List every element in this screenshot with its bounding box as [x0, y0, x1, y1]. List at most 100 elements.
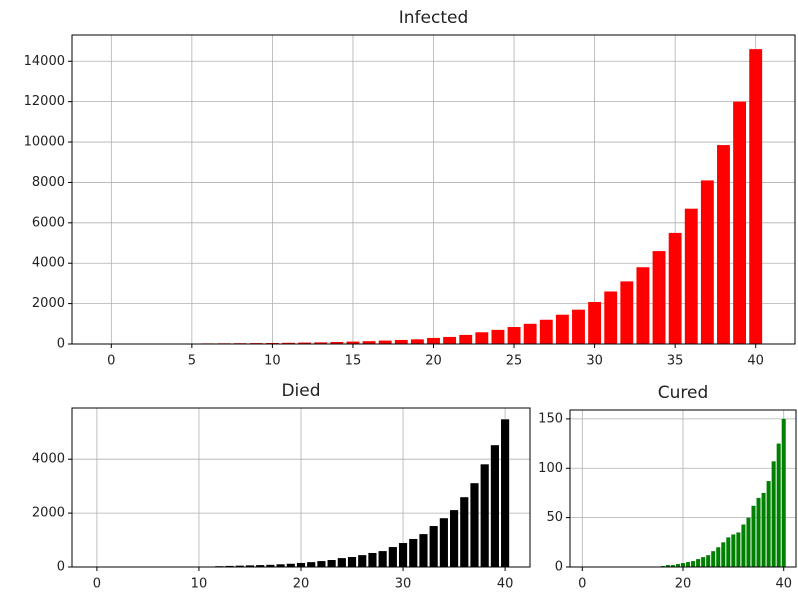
bar — [555, 314, 569, 344]
bar — [282, 342, 295, 344]
bar — [572, 309, 585, 344]
y-tick-label: 2000 — [32, 506, 65, 521]
y-tick-label: 12000 — [24, 94, 65, 109]
bar — [741, 524, 746, 567]
bar — [490, 445, 499, 567]
bar — [670, 565, 675, 567]
x-tick-label: 30 — [586, 354, 603, 369]
bar — [691, 561, 696, 567]
bar — [388, 547, 397, 567]
bar — [771, 461, 776, 567]
x-tick-label: 0 — [578, 577, 586, 592]
axes-frame — [71, 407, 531, 568]
bar — [276, 564, 285, 567]
bar — [726, 537, 731, 567]
bar — [749, 49, 763, 344]
bar — [256, 565, 265, 567]
bar — [298, 342, 312, 344]
bar — [523, 323, 537, 344]
x-tick-label: 40 — [775, 577, 792, 592]
bar — [368, 552, 377, 567]
bar — [665, 565, 670, 567]
y-tick-label: 150 — [538, 411, 563, 426]
y-tick-label: 100 — [538, 461, 563, 476]
bar — [398, 543, 408, 567]
bar — [480, 464, 489, 567]
axes-frame — [71, 34, 796, 345]
bar — [766, 481, 771, 567]
bar — [410, 339, 424, 344]
bar — [700, 180, 714, 344]
bar — [733, 101, 747, 344]
chart-title: Cured — [658, 383, 709, 403]
bar — [314, 342, 328, 344]
x-tick-label: 20 — [293, 577, 310, 592]
bar — [501, 419, 510, 567]
bar — [781, 418, 786, 567]
y-tick-label: 6000 — [32, 215, 65, 230]
y-tick-label: 0 — [57, 560, 65, 575]
x-tick-label: 40 — [747, 354, 764, 369]
y-tick-label: 50 — [546, 510, 563, 525]
bar — [225, 565, 234, 567]
x-tick-label: 0 — [107, 354, 115, 369]
y-tick-label: 0 — [57, 337, 65, 352]
bar — [245, 565, 255, 567]
bar — [429, 526, 438, 567]
bar — [746, 517, 751, 567]
x-tick-label: 10 — [191, 577, 208, 592]
bar — [470, 483, 479, 567]
bar — [696, 559, 701, 567]
bar — [680, 563, 686, 567]
bar — [686, 562, 691, 567]
bar — [337, 558, 346, 567]
bar — [668, 232, 682, 344]
bar — [701, 557, 706, 567]
bar — [427, 337, 440, 344]
bar — [751, 505, 756, 567]
y-tick-label: 10000 — [24, 135, 65, 150]
bar — [776, 443, 781, 567]
bar — [307, 562, 316, 567]
bar — [620, 281, 634, 344]
x-tick-label: 20 — [675, 577, 692, 592]
bar — [327, 559, 336, 567]
bar — [265, 342, 279, 344]
bar — [409, 538, 418, 567]
bar — [731, 534, 736, 567]
bar — [346, 341, 360, 344]
bar — [378, 340, 392, 344]
bar — [362, 341, 376, 344]
bar — [286, 563, 295, 567]
chart-title: Died — [281, 381, 320, 401]
bar — [317, 561, 326, 567]
bar — [491, 329, 505, 344]
x-tick-label: 35 — [667, 354, 684, 369]
bar — [460, 497, 469, 567]
axes-frame — [569, 409, 797, 568]
y-tick-label: 14000 — [24, 54, 65, 69]
bar — [711, 551, 716, 567]
bar — [378, 551, 387, 567]
y-tick-label: 8000 — [32, 175, 65, 190]
x-tick-label: 40 — [497, 577, 514, 592]
bar — [706, 555, 711, 567]
bar — [347, 557, 357, 567]
bar — [394, 339, 408, 344]
x-tick-label: 15 — [345, 354, 362, 369]
bar — [675, 564, 680, 567]
x-tick-label: 5 — [188, 354, 196, 369]
bar — [736, 532, 741, 567]
x-tick-label: 10 — [264, 354, 281, 369]
y-tick-label: 4000 — [32, 452, 65, 467]
bar — [604, 291, 618, 344]
x-tick-label: 0 — [93, 577, 101, 592]
y-tick-label: 2000 — [32, 296, 65, 311]
bar — [761, 492, 766, 567]
bar — [459, 334, 473, 344]
y-tick-label: 4000 — [32, 256, 65, 271]
bar — [716, 547, 721, 567]
bar — [539, 319, 553, 344]
